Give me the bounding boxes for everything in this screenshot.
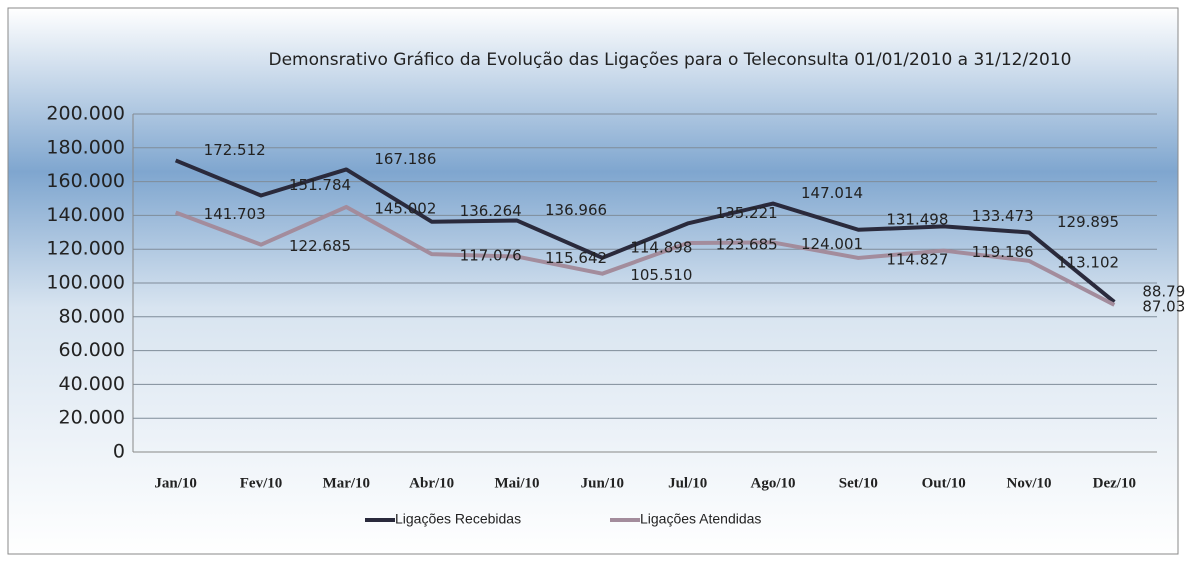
data-label: 87.039 — [1142, 297, 1186, 315]
data-label: 136.264 — [460, 202, 522, 220]
data-label: 136.966 — [545, 201, 607, 219]
x-tick-label: Dez/10 — [1093, 475, 1136, 491]
data-label: 88.796 — [1142, 282, 1186, 300]
data-label: 141.703 — [204, 205, 266, 223]
legend-label: Ligações Atendidas — [640, 511, 761, 527]
y-tick-label: 200.000 — [46, 103, 125, 125]
y-tick-label: 160.000 — [46, 170, 125, 192]
data-label: 167.186 — [374, 150, 436, 168]
x-tick-label: Set/10 — [839, 475, 878, 491]
x-tick-label: Mar/10 — [323, 475, 370, 491]
data-label: 133.473 — [972, 207, 1034, 225]
y-tick-label: 140.000 — [46, 204, 125, 226]
data-label: 114.827 — [886, 250, 948, 268]
x-tick-label: Jul/10 — [668, 475, 707, 491]
data-label: 122.685 — [289, 237, 351, 255]
data-label: 135.221 — [716, 204, 778, 222]
data-label: 114.898 — [630, 238, 692, 256]
series-line — [174, 204, 1116, 307]
y-tick-label: 60.000 — [59, 339, 125, 361]
data-label: 113.102 — [1057, 253, 1119, 271]
y-tick-label: 120.000 — [46, 238, 125, 260]
y-tick-label: 80.000 — [59, 305, 125, 327]
x-tick-label: Fev/10 — [240, 475, 283, 491]
x-tick-label: Abr/10 — [409, 475, 454, 491]
y-tick-label: 180.000 — [46, 136, 125, 158]
data-label: 123.685 — [716, 235, 778, 253]
x-tick-label: Nov/10 — [1007, 475, 1052, 491]
data-label: 172.512 — [204, 141, 266, 159]
data-label: 115.642 — [545, 249, 607, 267]
data-label: 124.001 — [801, 235, 863, 253]
x-tick-label: Jan/10 — [154, 475, 197, 491]
y-tick-label: 40.000 — [59, 373, 125, 395]
data-label: 147.014 — [801, 184, 863, 202]
x-tick-label: Out/10 — [922, 475, 966, 491]
data-label: 151.784 — [289, 176, 351, 194]
y-tick-label: 20.000 — [59, 407, 125, 429]
data-label: 131.498 — [886, 210, 948, 228]
legend-label: Ligações Recebidas — [395, 511, 521, 527]
data-label: 105.510 — [630, 266, 692, 284]
chart-title: Demonsrativo Gráfico da Evolução das Lig… — [269, 50, 1072, 70]
data-label: 145.002 — [374, 199, 436, 217]
data-label: 117.076 — [460, 247, 522, 265]
x-tick-label: Ago/10 — [751, 475, 796, 491]
y-tick-label: 0 — [113, 441, 125, 463]
x-tick-label: Mai/10 — [495, 475, 540, 491]
y-tick-label: 100.000 — [46, 272, 125, 294]
x-tick-label: Jun/10 — [581, 475, 624, 491]
data-label: 119.186 — [972, 243, 1034, 261]
data-label: 129.895 — [1057, 213, 1119, 231]
series-line — [174, 158, 1116, 304]
chart-frame — [7, 7, 1179, 555]
